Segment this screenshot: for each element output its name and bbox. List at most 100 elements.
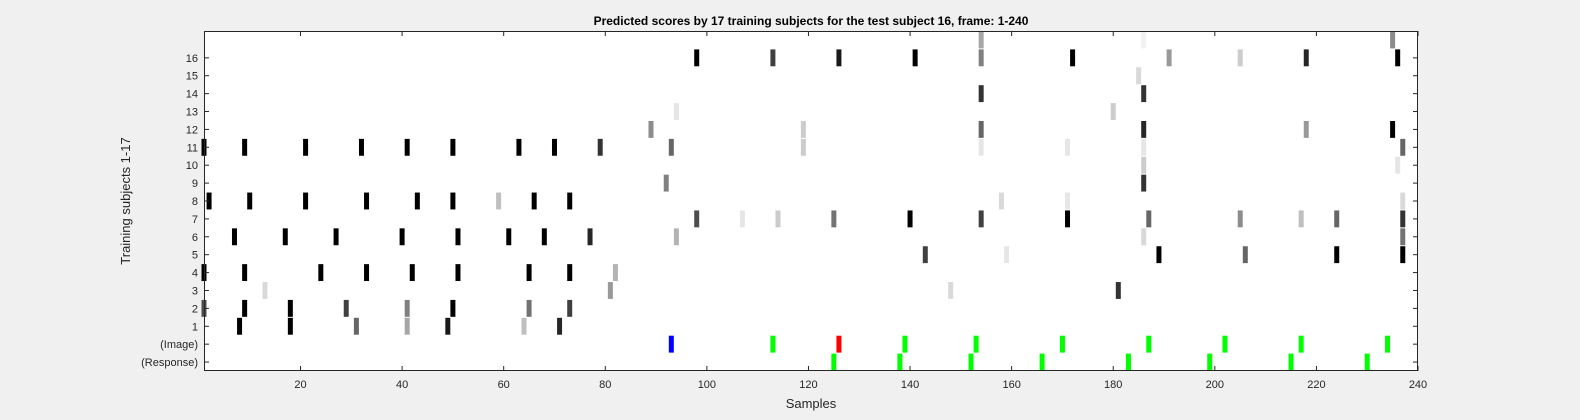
heatmap-cell xyxy=(409,264,415,282)
heatmap-cell xyxy=(237,317,243,335)
heatmap-cell xyxy=(404,299,410,317)
heatmap-cell xyxy=(948,282,954,299)
heatmap-cell xyxy=(1222,335,1228,353)
heatmap-cell xyxy=(1334,210,1340,228)
heatmap-cell xyxy=(1039,353,1045,371)
x-tick-label: 220 xyxy=(1307,379,1325,391)
y-tick-label: 4 xyxy=(192,268,198,280)
heatmap-cell xyxy=(364,192,370,210)
heatmap-cell xyxy=(506,228,512,246)
heatmap-cell xyxy=(902,335,908,353)
y-axis-label: Training subjects 1-17 xyxy=(118,137,133,264)
heatmap-cell xyxy=(333,228,339,246)
heatmap-cell xyxy=(516,138,522,156)
heatmap-cell xyxy=(1146,335,1152,353)
heatmap-cell xyxy=(455,228,461,246)
heatmap-cell xyxy=(531,192,537,210)
heatmap-cell xyxy=(663,174,669,192)
heatmap-cell xyxy=(450,138,456,156)
y-tick-label: 1 xyxy=(192,321,198,333)
heatmap-cell xyxy=(800,120,806,138)
heatmap-cell xyxy=(404,138,410,156)
heatmap-cell xyxy=(282,228,288,246)
heatmap-cell xyxy=(978,138,984,156)
heatmap-cell xyxy=(526,299,532,317)
heatmap-cell xyxy=(694,210,700,228)
heatmap-cell xyxy=(1303,120,1309,138)
y-tick-label: 15 xyxy=(186,71,198,83)
x-tick-label: 60 xyxy=(498,379,510,391)
heatmap-cell xyxy=(445,317,451,335)
heatmap-cell xyxy=(364,264,370,282)
heatmap-cell xyxy=(1136,67,1142,85)
heatmap-cell xyxy=(1334,246,1340,264)
chart-title: Predicted scores by 17 training subjects… xyxy=(594,14,1029,28)
x-tick-label: 160 xyxy=(1002,379,1020,391)
heatmap-cell xyxy=(831,210,837,228)
x-tick-label: 140 xyxy=(901,379,919,391)
heatmap-cell xyxy=(597,138,603,156)
y-tick-label: 3 xyxy=(192,285,198,297)
y-tick-label: 2 xyxy=(192,303,198,315)
heatmap-cell xyxy=(1364,353,1370,371)
heatmap-cell xyxy=(287,317,293,335)
heatmap-cell xyxy=(1065,210,1071,228)
heatmap-cell xyxy=(567,264,573,282)
heatmap-cell xyxy=(1141,85,1147,103)
heatmap-cell xyxy=(303,138,309,156)
heatmap-cell xyxy=(770,335,776,353)
heatmap-cell xyxy=(1400,228,1406,246)
heatmap-cell xyxy=(1400,210,1406,228)
heatmap-cell xyxy=(739,210,745,228)
heatmap-cell xyxy=(968,353,974,371)
heatmap-cell xyxy=(775,210,781,228)
heatmap-cell xyxy=(318,264,324,282)
x-tick-label: 200 xyxy=(1206,379,1224,391)
heatmap-cell xyxy=(1125,353,1131,371)
y-tick-label: 8 xyxy=(192,196,198,208)
heatmap-cell xyxy=(978,210,984,228)
heatmap-cell xyxy=(998,192,1004,210)
heatmap-cell xyxy=(287,299,293,317)
heatmap-cell xyxy=(1385,335,1391,353)
y-tick-label: 13 xyxy=(186,107,198,119)
heatmap-cell xyxy=(1390,31,1396,49)
heatmap-cell xyxy=(1400,192,1406,210)
heatmap-cell xyxy=(1141,174,1147,192)
y-tick-label: (Image) xyxy=(160,339,198,351)
heatmap-cell xyxy=(1115,282,1121,299)
heatmap-cell xyxy=(1156,246,1162,264)
y-tick-label: 5 xyxy=(192,250,198,262)
heatmap-cell xyxy=(496,192,502,210)
heatmap-cell xyxy=(450,192,456,210)
heatmap-cell xyxy=(922,246,928,264)
heatmap-cell xyxy=(1395,49,1401,67)
heatmap-cell xyxy=(404,317,410,335)
heatmap-cell xyxy=(414,192,420,210)
heatmap-cell xyxy=(567,192,573,210)
heatmap-cell xyxy=(1059,335,1065,353)
heatmap-cell xyxy=(978,49,984,67)
x-axis-label: Samples xyxy=(786,396,837,411)
heatmap-cell xyxy=(303,192,309,210)
heatmap-cell xyxy=(897,353,903,371)
heatmap-cell xyxy=(1298,210,1304,228)
heatmap-cell xyxy=(450,299,456,317)
y-tick-label: 14 xyxy=(186,89,198,101)
heatmap-cell xyxy=(551,138,557,156)
heatmap-cell xyxy=(673,228,679,246)
heatmap-cell xyxy=(978,85,984,103)
y-tick-label: 11 xyxy=(187,142,198,154)
y-tick-label: 6 xyxy=(192,232,198,244)
heatmap-cell xyxy=(668,335,674,353)
heatmap-cell xyxy=(1146,210,1152,228)
heatmap-cell xyxy=(1004,246,1010,264)
y-tick-label: 12 xyxy=(186,124,198,136)
heatmap-cell xyxy=(1395,156,1401,174)
heatmap-cell xyxy=(1242,246,1248,264)
y-tick-label: 7 xyxy=(192,214,198,226)
heatmap-cell xyxy=(770,49,776,67)
y-tick-label: 9 xyxy=(192,178,198,190)
heatmap-cell xyxy=(557,317,563,335)
